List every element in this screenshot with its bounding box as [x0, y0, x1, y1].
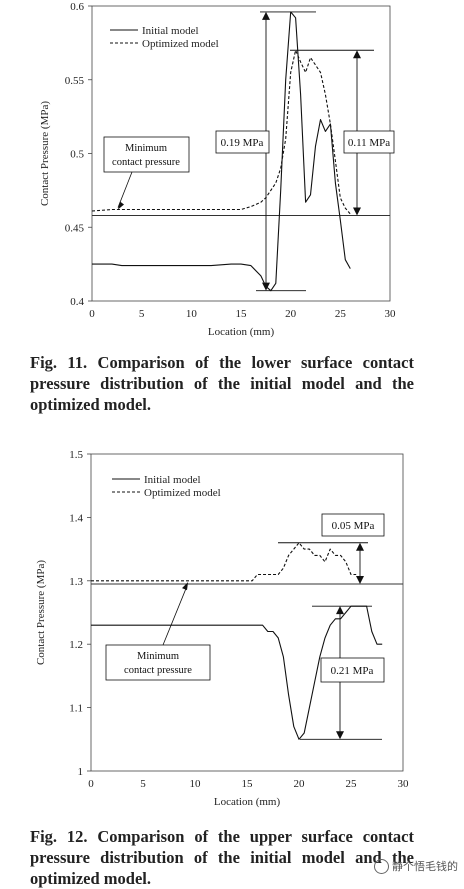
fig11-x-tick-label: 15: [236, 308, 248, 320]
fig12-y-tick-label: 1.4: [69, 512, 83, 524]
figure-12-chart: 0 5 10 15 20 25 30 1 1.1 1.2 1.3 1.4 1.5 Location (mm…: [35, 449, 410, 808]
fig12-min-pressure-box: [105, 644, 211, 681]
fig11-y-tick-label: 0.6: [70, 1, 84, 13]
fig11-dim-011-arrow-up: [353, 50, 361, 59]
fig12-min-pressure-leader: [162, 585, 188, 646]
fig12-x-tick-label: 0: [88, 778, 94, 790]
fig12-dim-005-arrow-down: [356, 575, 364, 584]
wechat-icon: [374, 858, 389, 874]
fig11-x-tick-label: 0: [89, 308, 95, 320]
fig11-y-tick-label: 0.4: [70, 296, 84, 308]
figure-11-caption-label: Fig. 11.: [30, 353, 88, 372]
fig11-dim-019-arrow-down: [262, 282, 270, 291]
fig11-legend-label: Optimized model: [142, 38, 219, 50]
figure-12-caption: Fig. 12. Comparison of the upper surface…: [30, 826, 414, 889]
fig11-dim-019-arrow-up: [262, 11, 270, 20]
fig12-y-tick-label: 1.5: [69, 449, 83, 461]
fig11-x-tick-label: 10: [186, 308, 198, 320]
fig12-plot-frame: [90, 453, 404, 772]
figure-11-caption-text: Comparison of the lower surface contact …: [30, 353, 414, 414]
fig11-legend-label: Initial model: [142, 25, 199, 37]
fig12-y-tick-label: 1.2: [69, 639, 83, 651]
fig12-min-pressure-arrow: [182, 582, 188, 591]
fig12-y-tick-label: 1.3: [69, 576, 83, 588]
figure-12-caption-text: Comparison of the upper surface contact …: [30, 827, 415, 888]
fig12-x-tick-label: 30: [398, 778, 410, 790]
fig12-min-pressure-label-line1: Minimum: [137, 651, 179, 662]
fig12-x-axis-label: Location (mm): [214, 796, 281, 808]
fig11-x-axis-label: Location (mm): [208, 326, 275, 338]
fig12-dim-021-box: [320, 657, 385, 683]
fig12-dim-021-arrow-up: [336, 606, 344, 615]
fig11-x-tick-label: 30: [385, 308, 397, 320]
fig11-series-initial-model: [92, 11, 351, 292]
fig11-dim-019-label: 0.19 MPa: [221, 137, 264, 149]
fig12-y-tick-label: 1: [78, 766, 84, 778]
fig12-min-pressure-label-line2: contact pressure: [124, 665, 192, 676]
fig11-min-pressure-box: [103, 136, 190, 173]
fig12-x-tick-label: 5: [140, 778, 146, 790]
fig12-dim-021-label: 0.21 MPa: [331, 665, 374, 677]
fig11-x-tick-label: 5: [139, 308, 145, 320]
fig11-y-tick-label: 0.5: [70, 149, 84, 161]
fig12-x-tick-label: 10: [190, 778, 202, 790]
fig12-legend-label: Optimized model: [144, 487, 221, 499]
fig12-x-tick-label: 20: [294, 778, 306, 790]
fig12-series-optimized-model: [91, 542, 357, 582]
fig12-dim-021-arrow-down: [336, 731, 344, 740]
fig12-y-axis-label: Contact Pressure (MPa): [35, 560, 47, 665]
fig11-dim-011-box: [343, 130, 395, 154]
fig12-dim-005-box: [321, 513, 385, 537]
fig12-y-tick-label: 1.1: [69, 703, 83, 715]
fig11-min-pressure-arrow: [118, 201, 124, 210]
fig11-dim-019-box: [215, 130, 270, 154]
fig11-min-pressure-leader: [117, 171, 133, 208]
figure-11-caption: Fig. 11. Comparison of the lower surface…: [30, 352, 414, 415]
fig12-x-tick-label: 25: [346, 778, 358, 790]
fig11-x-tick-label: 20: [285, 308, 297, 320]
fig11-y-axis-label: Contact Pressure (MPa): [39, 101, 51, 206]
fig12-dim-005-arrow-up: [356, 542, 364, 551]
fig11-x-tick-label: 25: [335, 308, 347, 320]
fig11-y-tick-label: 0.45: [65, 222, 85, 234]
fig11-dim-011-arrow-down: [353, 207, 361, 216]
fig11-min-pressure-label-line2: contact pressure: [112, 157, 180, 168]
fig12-dim-005-label: 0.05 MPa: [332, 520, 375, 532]
figure-11-chart: 0 5 10 15 20 25 30 0.4 0.45 0.5 0.55 0.6 Location (m…: [39, 1, 397, 338]
fig11-min-pressure-label-line1: Minimum: [125, 143, 167, 154]
watermark-text: 静个悟毛钱的: [392, 860, 458, 873]
fig11-y-tick-label: 0.55: [65, 75, 85, 87]
figure-12-caption-label: Fig. 12.: [30, 827, 88, 846]
fig12-x-tick-label: 15: [242, 778, 254, 790]
watermark: 静个悟毛钱的: [374, 858, 458, 874]
fig11-dim-011-label: 0.11 MPa: [348, 137, 390, 149]
fig12-legend-label: Initial model: [144, 474, 201, 486]
